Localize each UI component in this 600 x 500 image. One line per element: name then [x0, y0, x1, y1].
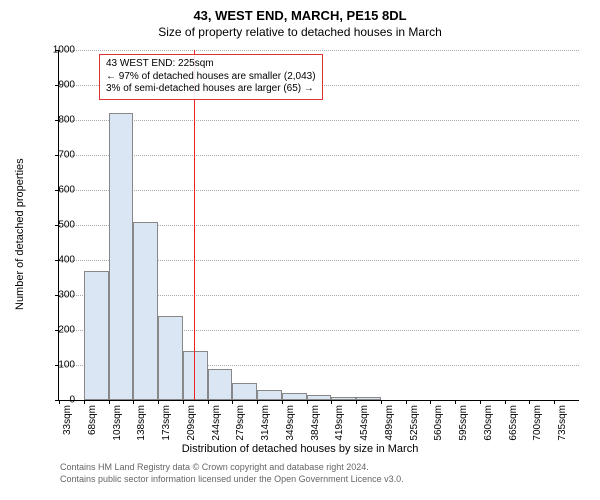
footer-line-2: Contains public sector information licen…: [60, 474, 404, 486]
xtick-mark: [133, 400, 134, 404]
ytick-label: 0: [45, 395, 75, 406]
xtick-mark: [480, 400, 481, 404]
histogram-bar: [183, 351, 208, 400]
histogram-bar: [208, 369, 233, 401]
marker-line: [194, 50, 195, 400]
xtick-mark: [381, 400, 382, 404]
xtick-mark: [356, 400, 357, 404]
xtick-label: 384sqm: [310, 405, 321, 445]
xtick-mark: [554, 400, 555, 404]
xtick-label: 314sqm: [260, 405, 271, 445]
histogram-bar: [133, 222, 158, 401]
title-main: 43, WEST END, MARCH, PE15 8DL: [0, 8, 600, 23]
ytick-label: 600: [45, 185, 75, 196]
title-sub: Size of property relative to detached ho…: [0, 25, 600, 39]
xtick-label: 349sqm: [285, 405, 296, 445]
ytick-label: 500: [45, 220, 75, 231]
histogram-bar: [307, 395, 332, 400]
xtick-mark: [109, 400, 110, 404]
xtick-label: 665sqm: [508, 405, 519, 445]
footer-line-1: Contains HM Land Registry data © Crown c…: [60, 462, 404, 474]
annotation-line: 3% of semi-detached houses are larger (6…: [106, 83, 316, 96]
histogram-bar: [109, 113, 134, 400]
xtick-mark: [257, 400, 258, 404]
xtick-mark: [455, 400, 456, 404]
xtick-label: 68sqm: [87, 405, 98, 445]
xtick-mark: [331, 400, 332, 404]
plot-area: 43 WEST END: 225sqm← 97% of detached hou…: [58, 50, 579, 401]
gridline: [59, 155, 579, 156]
annotation-line: 43 WEST END: 225sqm: [106, 58, 316, 71]
xtick-label: 454sqm: [359, 405, 370, 445]
xtick-label: 735sqm: [557, 405, 568, 445]
ytick-label: 900: [45, 80, 75, 91]
xtick-mark: [282, 400, 283, 404]
xtick-label: 138sqm: [136, 405, 147, 445]
footer: Contains HM Land Registry data © Crown c…: [60, 462, 404, 485]
ytick-label: 1000: [45, 45, 75, 56]
histogram-bar: [158, 316, 183, 400]
xtick-label: 279sqm: [235, 405, 246, 445]
xtick-label: 525sqm: [409, 405, 420, 445]
xtick-mark: [158, 400, 159, 404]
xtick-label: 595sqm: [458, 405, 469, 445]
ytick-label: 200: [45, 325, 75, 336]
gridline: [59, 120, 579, 121]
ytick-label: 100: [45, 360, 75, 371]
ytick-label: 400: [45, 255, 75, 266]
xtick-label: 419sqm: [334, 405, 345, 445]
histogram-bar: [232, 383, 257, 401]
histogram-bar: [84, 271, 109, 401]
xtick-label: 560sqm: [433, 405, 444, 445]
xtick-mark: [529, 400, 530, 404]
xtick-mark: [307, 400, 308, 404]
gridline: [59, 190, 579, 191]
xtick-mark: [208, 400, 209, 404]
xtick-mark: [84, 400, 85, 404]
ytick-label: 800: [45, 115, 75, 126]
histogram-bar: [331, 397, 356, 401]
gridline: [59, 50, 579, 51]
ytick-label: 300: [45, 290, 75, 301]
xtick-label: 209sqm: [186, 405, 197, 445]
xtick-label: 244sqm: [211, 405, 222, 445]
xtick-mark: [505, 400, 506, 404]
histogram-bar: [282, 393, 307, 400]
xtick-mark: [183, 400, 184, 404]
xtick-label: 630sqm: [483, 405, 494, 445]
chart-container: 43, WEST END, MARCH, PE15 8DL Size of pr…: [0, 8, 600, 39]
y-axis-label: Number of detached properties: [14, 158, 26, 310]
annotation-box: 43 WEST END: 225sqm← 97% of detached hou…: [99, 54, 323, 100]
ytick-label: 700: [45, 150, 75, 161]
xtick-label: 489sqm: [384, 405, 395, 445]
xtick-label: 173sqm: [161, 405, 172, 445]
annotation-line: ← 97% of detached houses are smaller (2,…: [106, 71, 316, 84]
xtick-mark: [232, 400, 233, 404]
xtick-label: 33sqm: [62, 405, 73, 445]
histogram-bar: [356, 397, 381, 400]
xtick-mark: [406, 400, 407, 404]
xtick-label: 700sqm: [532, 405, 543, 445]
xtick-label: 103sqm: [112, 405, 123, 445]
histogram-bar: [257, 390, 282, 401]
xtick-mark: [430, 400, 431, 404]
